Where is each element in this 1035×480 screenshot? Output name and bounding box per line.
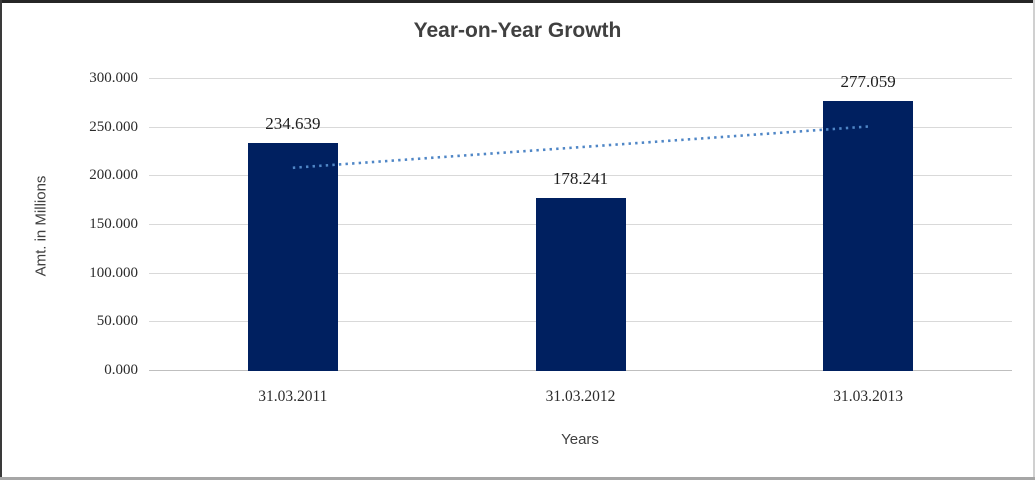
bar-value-label: 234.639 <box>265 113 321 133</box>
y-tick-label: 200.000 <box>89 167 138 183</box>
y-tick-label: 0.000 <box>104 362 138 378</box>
bar <box>535 197 626 371</box>
gridline <box>149 127 1012 128</box>
y-tick-label: 100.000 <box>89 265 138 281</box>
x-axis-title: Years <box>561 431 599 448</box>
frame-border-left <box>0 0 2 480</box>
frame-border-top <box>0 0 1035 3</box>
x-tick-label: 31.03.2012 <box>545 388 616 405</box>
y-tick-label: 150.000 <box>89 216 138 232</box>
frame-border-bottom <box>0 477 1035 480</box>
gridline <box>149 78 1012 79</box>
x-tick-label: 31.03.2011 <box>258 388 328 405</box>
y-tick-label: 50.000 <box>96 313 138 329</box>
bar <box>247 142 338 371</box>
frame-border-right <box>1033 0 1035 480</box>
bar-value-label: 178.241 <box>552 168 609 188</box>
bar-value-label: 277.059 <box>840 72 896 92</box>
chart-title: Year-on-Year Growth <box>413 19 622 42</box>
y-tick-label: 250.000 <box>89 119 138 135</box>
gridline <box>149 175 1012 176</box>
bar <box>823 101 914 371</box>
y-tick-label: 300.000 <box>89 70 138 86</box>
x-tick-label: 31.03.2013 <box>833 388 904 405</box>
